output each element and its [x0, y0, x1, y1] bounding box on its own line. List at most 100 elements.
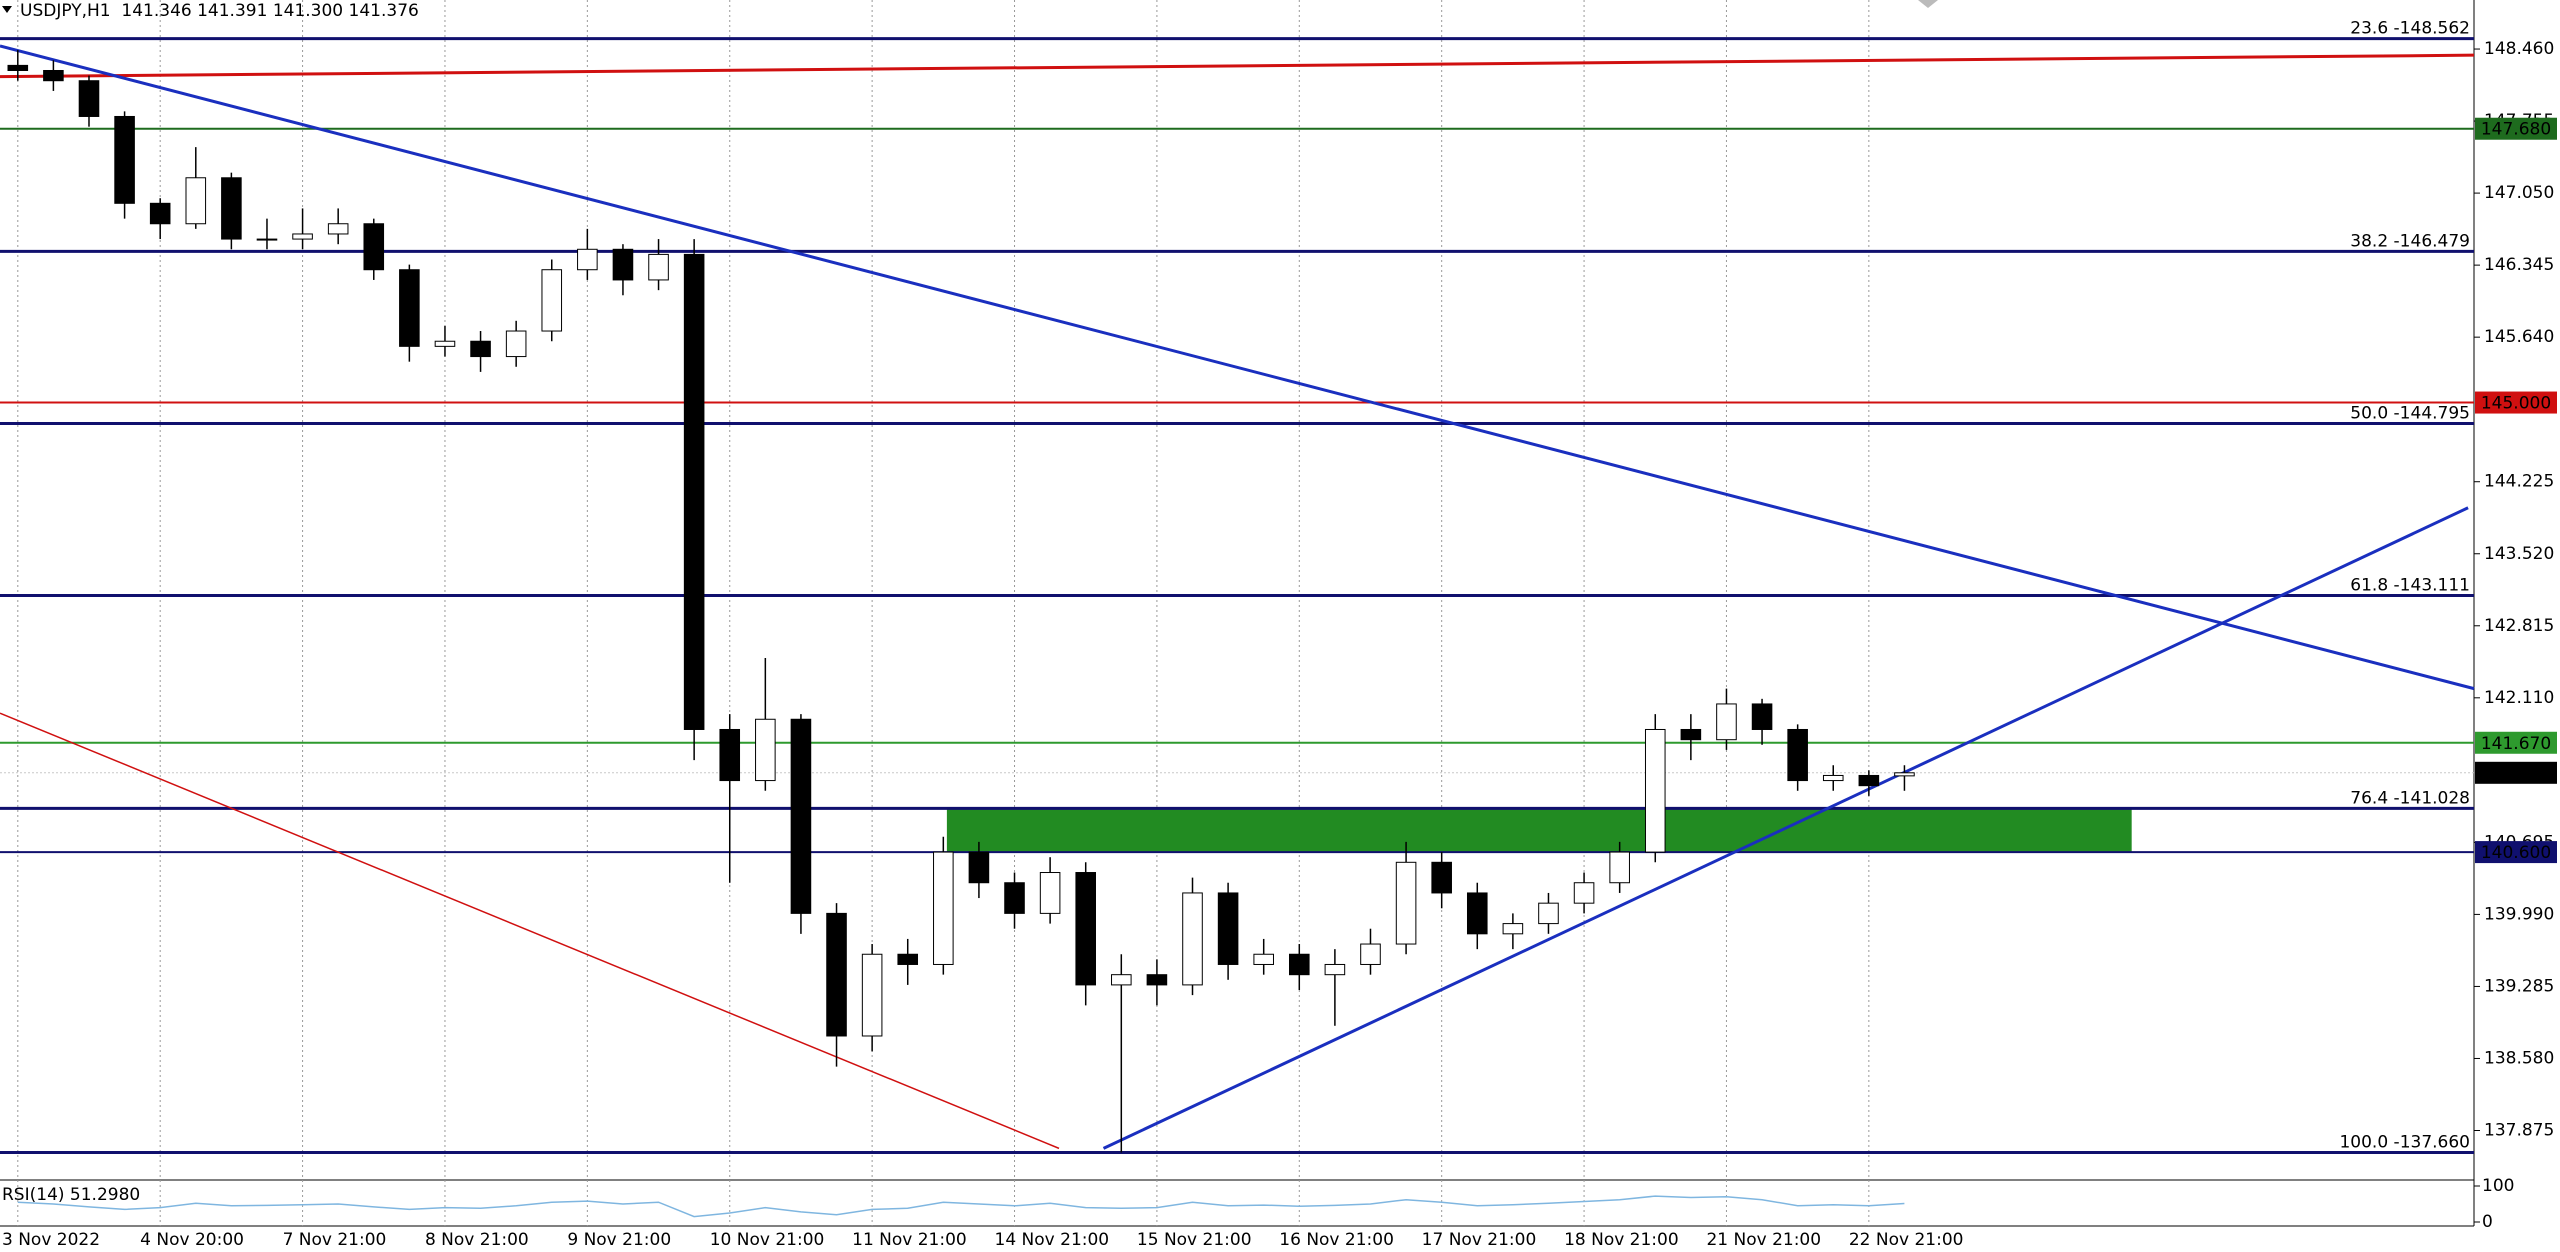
candle-body: [399, 269, 420, 347]
candle-body: [505, 330, 527, 358]
x-tick-label: 4 Nov 20:00: [140, 1230, 244, 1250]
rsi-tick-label: 100: [2482, 1176, 2514, 1196]
price-tag: [2475, 117, 2557, 140]
x-tick-label: 3 Nov 2022: [2, 1230, 100, 1250]
candle-body: [1502, 923, 1524, 935]
trendline: [0, 712, 1060, 1150]
candle-body: [1858, 774, 1880, 787]
candle-body: [1395, 861, 1417, 945]
fib-label: 23.6 -148.562: [2350, 19, 2470, 39]
zone: [946, 808, 2132, 853]
candle-body: [1360, 943, 1381, 965]
candle-body: [1751, 703, 1773, 730]
candle-body: [861, 953, 883, 1037]
header-arrow: [2, 6, 12, 13]
x-tick-label: 7 Nov 21:00: [283, 1230, 387, 1250]
y-tick-label: 146.345: [2484, 255, 2554, 275]
y-tick-label: 142.815: [2484, 616, 2554, 636]
candle-body: [1822, 774, 1844, 782]
candle-body: [434, 340, 456, 347]
x-tick-label: 17 Nov 21:00: [1422, 1230, 1537, 1250]
candle-body: [1182, 892, 1203, 986]
candle-body: [683, 253, 705, 730]
candle-body: [43, 69, 64, 82]
candle-body: [1039, 872, 1061, 914]
candle-body: [1111, 974, 1132, 986]
y-tick-label: 148.460: [2484, 39, 2554, 59]
price-tag-label: 141.670: [2481, 734, 2551, 754]
x-tick-label: 22 Nov 21:00: [1849, 1230, 1964, 1250]
candle-body: [1716, 703, 1737, 741]
x-tick-label: 15 Nov 21:00: [1137, 1230, 1252, 1250]
candle-body: [1324, 963, 1346, 976]
trendline: [0, 44, 2475, 691]
y-tick-label: 145.640: [2484, 327, 2554, 347]
fib-label: 61.8 -143.111: [2350, 576, 2470, 596]
candle-body: [826, 912, 847, 1037]
x-tick-label: 9 Nov 21:00: [567, 1230, 671, 1250]
rsi-tick-label: 0: [2482, 1212, 2493, 1232]
candle-body: [256, 238, 278, 241]
candle-body: [1289, 953, 1310, 976]
fib-label: 100.0 -137.660: [2339, 1132, 2470, 1152]
candle-body: [968, 851, 990, 884]
y-tick-label: 144.225: [2484, 472, 2554, 492]
candle-body: [1644, 728, 1666, 853]
candle-body: [1075, 872, 1097, 986]
x-tick-label: 10 Nov 21:00: [710, 1230, 825, 1250]
rsi-line: [17, 1195, 1905, 1218]
x-tick-label: 14 Nov 21:00: [995, 1230, 1110, 1250]
candle-body: [149, 202, 171, 225]
price-tag-label: 147.680: [2481, 120, 2551, 140]
candle-body: [577, 248, 598, 271]
y-tick-label: 137.875: [2484, 1120, 2554, 1140]
x-tick-label: 8 Nov 21:00: [425, 1230, 529, 1250]
x-tick-label: 18 Nov 21:00: [1564, 1230, 1679, 1250]
candle-body: [541, 269, 563, 332]
rsi-label: RSI(14) 51.2980: [2, 1185, 140, 1205]
candle-body: [1146, 974, 1168, 986]
candle-body: [1680, 728, 1702, 741]
x-tick-label: 11 Nov 21:00: [852, 1230, 967, 1250]
candle-body: [790, 718, 812, 914]
y-tick-label: 147.050: [2484, 183, 2554, 203]
chart-header: USDJPY,H1 141.346 141.391 141.300 141.37…: [20, 1, 419, 21]
candle-body: [78, 80, 100, 117]
scroll-marker: [1918, 0, 1938, 8]
candle-body: [1431, 861, 1452, 894]
candle-body: [185, 177, 207, 225]
candle-body: [897, 953, 919, 965]
price-tag-label: 141.376: [2481, 764, 2551, 784]
candle-body: [719, 728, 741, 782]
candle-body: [755, 718, 776, 782]
candle-body: [1787, 728, 1808, 782]
candle-body: [1466, 892, 1488, 935]
y-tick-label: 143.520: [2484, 544, 2554, 564]
candle-body: [7, 64, 29, 71]
candle-body: [1217, 892, 1239, 965]
candle-body: [470, 340, 491, 358]
fib-label: 76.4 -141.028: [2350, 788, 2470, 808]
fib-label: 50.0 -144.795: [2350, 403, 2470, 423]
x-tick-label: 16 Nov 21:00: [1279, 1230, 1394, 1250]
candle-body: [648, 253, 669, 281]
price-tag-label: 145.000: [2481, 394, 2551, 414]
candle-body: [1573, 882, 1595, 904]
y-tick-label: 139.990: [2484, 904, 2554, 924]
candle-body: [1609, 851, 1630, 884]
price-tag: [2475, 761, 2557, 784]
price-tag: [2475, 391, 2557, 414]
candle-body: [292, 233, 313, 240]
price-tag: [2475, 731, 2557, 754]
y-tick-label: 139.285: [2484, 976, 2554, 996]
candle-body: [1004, 882, 1025, 914]
candle-body: [114, 115, 135, 204]
candle-body: [221, 177, 242, 240]
price-tag-label: 140.600: [2481, 843, 2551, 863]
price-tag: [2475, 841, 2557, 864]
trendline: [1102, 506, 2469, 1150]
candle-body: [1253, 953, 1274, 965]
candle-body: [933, 851, 954, 965]
